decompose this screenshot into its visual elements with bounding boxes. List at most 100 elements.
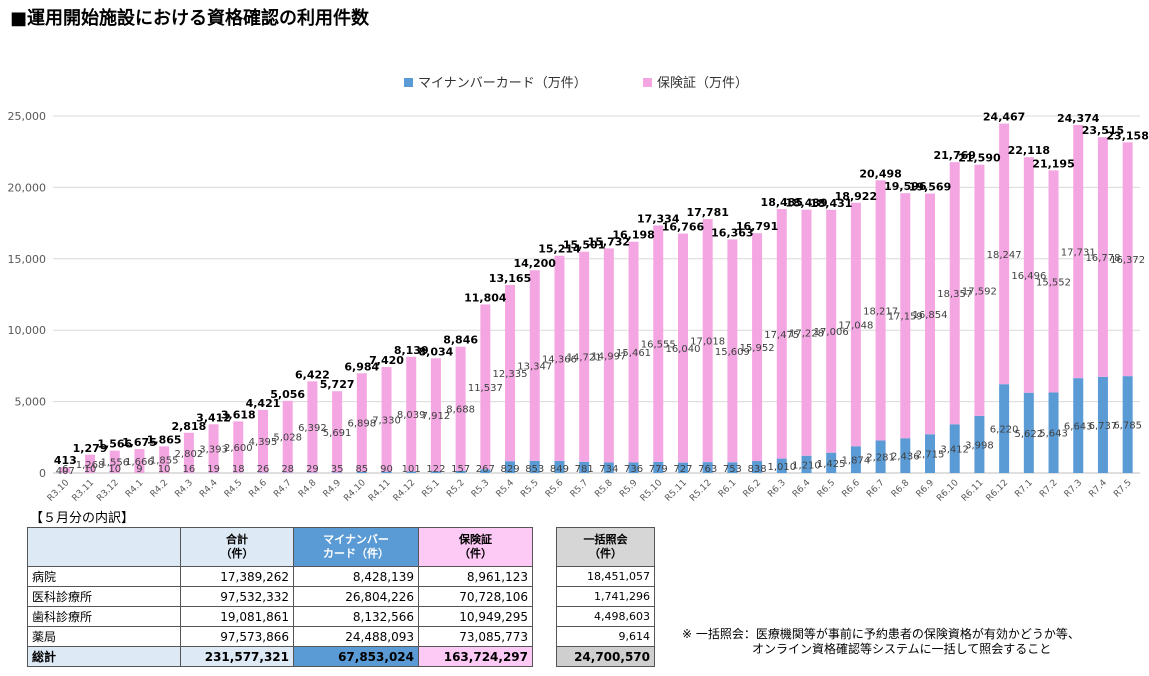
bar-mycard — [727, 462, 738, 473]
x-tick-label: R5.1 — [420, 478, 442, 500]
mycard-label: 781 — [575, 464, 594, 475]
x-tick-label: R6.8 — [890, 478, 912, 500]
breakdown-title: 【５月分の内訳】 — [30, 511, 135, 526]
total-hoken: 163,724,297 — [418, 646, 533, 667]
bar-hoken — [579, 251, 590, 462]
hoken-label: 1,855 — [150, 456, 179, 467]
x-tick-label: R6.9 — [915, 478, 937, 500]
hoken-label: 12,335 — [493, 369, 528, 380]
bar-mycard — [480, 469, 491, 473]
bar-mycard — [925, 434, 936, 473]
hoken-label: 15,552 — [1036, 277, 1071, 288]
header-total: 合計 （件） — [180, 527, 294, 567]
x-tick-label: R4.10 — [342, 478, 368, 504]
x-tick-label: R5.11 — [663, 478, 689, 504]
total-total: 231,577,321 — [180, 646, 294, 667]
breakdown-table: 合計 （件） マイナンバー カード（件） 保険証 （件） 病院 17,389,2… — [27, 527, 533, 667]
x-tick-label: R5.9 — [618, 478, 640, 500]
bar-hoken — [60, 467, 71, 473]
bar-hoken — [554, 255, 565, 461]
legend-swatch-hoken — [643, 78, 652, 87]
total-label: 5,056 — [270, 388, 305, 401]
hoken-label: 2,802 — [175, 449, 204, 460]
row-ikkatsu: 9,614 — [556, 626, 655, 647]
bar-mycard — [949, 424, 960, 473]
hoken-label: 16,854 — [913, 310, 948, 321]
bar-hoken — [1097, 137, 1108, 377]
x-tick-label: R5.12 — [688, 478, 714, 504]
hoken-label: 15,461 — [616, 348, 651, 359]
hoken-label: 16,496 — [1011, 271, 1046, 282]
total-ikkatsu: 24,700,570 — [556, 646, 655, 667]
total-label: 21,769 — [933, 149, 975, 162]
hoken-label: 17,006 — [814, 327, 849, 338]
mycard-label: 101 — [402, 464, 421, 475]
row-label: 病院 — [27, 566, 181, 587]
hoken-label: 7,330 — [372, 415, 401, 426]
x-tick-label: R6.11 — [960, 478, 986, 504]
x-tick-label: R3.11 — [71, 478, 97, 504]
row-mycard: 8,132,566 — [293, 606, 419, 627]
total-label: 23,158 — [1106, 129, 1148, 142]
hoken-label: 18,217 — [863, 306, 898, 317]
bar-hoken — [332, 391, 343, 473]
total-label: 16,766 — [662, 221, 705, 234]
mycard-label: 18 — [232, 464, 245, 475]
hoken-label: 17,048 — [838, 321, 873, 332]
bar-mycard — [999, 384, 1010, 473]
mycard-label: 6,220 — [990, 425, 1019, 436]
hoken-label: 15,609 — [715, 347, 750, 358]
y-tick-label: 25,000 — [8, 110, 47, 123]
total-label: 16,791 — [736, 220, 778, 233]
row-total: 17,389,262 — [180, 566, 294, 587]
total-label: 4,421 — [246, 397, 281, 410]
mycard-label: 26 — [257, 464, 270, 475]
bar-mycard — [826, 452, 837, 473]
total-label: 18,439 — [785, 197, 827, 210]
bar-mycard — [505, 461, 516, 473]
ikkatsu-table: 一括照会 （件） 18,451,057 1,741,296 4,498,603 … — [556, 527, 655, 667]
hoken-label: 16,555 — [641, 340, 676, 351]
row-ikkatsu: 1,741,296 — [556, 586, 655, 607]
mycard-label: 6 — [62, 464, 68, 475]
table-row: 病院 17,389,262 8,428,139 8,961,123 — [27, 566, 533, 587]
chart-data-labels: 41340761,2791,268101,5661,556101,6751,66… — [54, 111, 1149, 477]
ikkatsu-total-row: 24,700,570 — [556, 646, 655, 667]
row-label: 歯科診療所 — [27, 606, 181, 627]
bar-mycard — [653, 461, 664, 473]
total-label: 16,363 — [711, 226, 753, 239]
x-tick-label: R3.10 — [46, 478, 72, 504]
total-label: 16,198 — [612, 229, 654, 242]
bar-hoken — [356, 373, 367, 472]
total-mycard: 67,853,024 — [293, 646, 419, 667]
bar-hoken — [233, 421, 244, 473]
total-label: 1,675 — [122, 436, 157, 449]
x-tick-label: R5.6 — [544, 478, 566, 500]
bar-hoken — [949, 162, 960, 425]
table-row: 9,614 — [556, 626, 655, 647]
bar-mycard — [850, 446, 861, 473]
mycard-label: 19 — [207, 464, 220, 475]
mycard-label: 29 — [306, 464, 319, 475]
header-ikkatsu: 一括照会 （件） — [556, 527, 655, 567]
bar-hoken — [900, 193, 911, 439]
y-tick-label: 20,000 — [8, 181, 47, 194]
mycard-label: 734 — [599, 464, 618, 475]
x-tick-label: R5.4 — [495, 478, 517, 500]
bar-hoken — [307, 381, 318, 473]
hoken-label: 17,018 — [690, 337, 725, 348]
bar-mycard — [776, 458, 787, 473]
bar-mycard — [381, 471, 392, 473]
legend-swatch-mycard — [404, 78, 413, 87]
hoken-label: 17,592 — [962, 286, 997, 297]
bar-hoken — [430, 358, 441, 472]
total-label: 14,200 — [514, 257, 557, 270]
row-mycard: 26,804,226 — [293, 586, 419, 607]
total-label: 8,846 — [443, 334, 478, 347]
bar-hoken — [727, 239, 738, 463]
row-total: 97,573,866 — [180, 626, 294, 647]
row-hoken: 8,961,123 — [418, 566, 533, 587]
x-tick-label: R6.6 — [840, 478, 862, 500]
bar-hoken — [826, 209, 837, 453]
mycard-label: 727 — [673, 464, 692, 475]
